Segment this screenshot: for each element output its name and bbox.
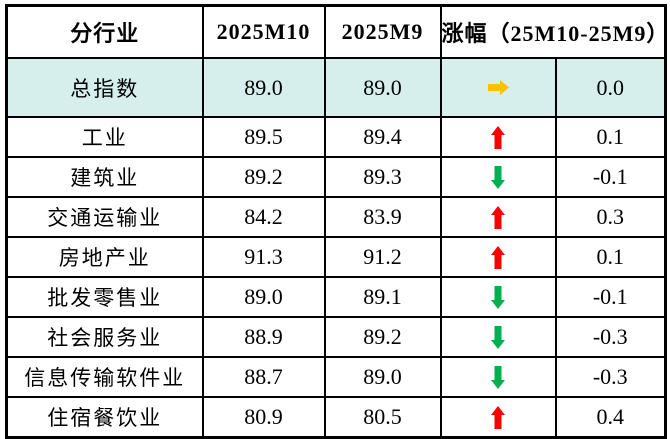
header-row: 分行业 2025M10 2025M9 涨幅（25M10-25M9） [5, 4, 667, 59]
row-label: 房地产业 [5, 236, 204, 278]
trend-arrow-cell [439, 316, 557, 358]
trend-arrow-cell [439, 236, 557, 278]
trend-arrow-cell [439, 156, 557, 198]
m9-value: 89.3 [323, 156, 442, 198]
row-label: 信息传输软件业 [5, 356, 204, 398]
row-label: 批发零售业 [5, 276, 204, 318]
m9-value: 89.1 [323, 276, 442, 318]
table-row-social-services: 社会服务业 88.9 89.2 -0.3 [5, 316, 667, 358]
change-value: 0.3 [554, 196, 667, 238]
change-value: -0.3 [554, 316, 667, 358]
col-header-2025m9: 2025M9 [323, 4, 442, 59]
trend-arrow-cell [439, 276, 557, 318]
m9-value: 89.0 [323, 356, 442, 398]
m10-value: 84.2 [201, 196, 326, 238]
up-arrow-icon [491, 205, 505, 229]
row-label: 交通运输业 [5, 196, 204, 238]
row-label: 工业 [5, 116, 204, 158]
m10-value: 89.0 [201, 57, 326, 118]
change-value: 0.1 [554, 236, 667, 278]
up-arrow-icon [491, 125, 505, 149]
table-row-construction: 建筑业 89.2 89.3 -0.1 [5, 156, 667, 198]
trend-arrow-cell [439, 396, 557, 439]
row-label: 总指数 [5, 57, 204, 118]
table-row-transportation: 交通运输业 84.2 83.9 0.3 [5, 196, 667, 238]
trend-arrow-cell [439, 57, 557, 118]
down-arrow-icon [491, 365, 505, 389]
change-value: -0.1 [554, 156, 667, 198]
m9-value: 83.9 [323, 196, 442, 238]
table-row-wholesale-retail: 批发零售业 89.0 89.1 -0.1 [5, 276, 667, 318]
up-arrow-icon [491, 245, 505, 269]
col-header-change: 涨幅（25M10-25M9） [439, 4, 667, 59]
change-value: 0.1 [554, 116, 667, 158]
m10-value: 89.0 [201, 276, 326, 318]
trend-arrow-cell [439, 116, 557, 158]
up-arrow-icon [491, 405, 505, 429]
row-label: 建筑业 [5, 156, 204, 198]
trend-arrow-cell [439, 356, 557, 398]
row-label: 住宿餐饮业 [5, 396, 204, 439]
industry-index-page: 分行业 2025M10 2025M9 涨幅（25M10-25M9） 总指数 89… [5, 4, 668, 439]
col-header-2025m10: 2025M10 [201, 4, 326, 59]
right-arrow-icon [487, 80, 509, 96]
m10-value: 88.9 [201, 316, 326, 358]
m9-value: 89.2 [323, 316, 442, 358]
m10-value: 80.9 [201, 396, 326, 439]
table-row-industry: 工业 89.5 89.4 0.1 [5, 116, 667, 158]
m9-value: 89.4 [323, 116, 442, 158]
down-arrow-icon [491, 165, 505, 189]
table-row-total-index: 总指数 89.0 89.0 0.0 [5, 57, 667, 118]
trend-arrow-cell [439, 196, 557, 238]
row-label: 社会服务业 [5, 316, 204, 358]
m10-value: 89.2 [201, 156, 326, 198]
industry-index-table: 分行业 2025M10 2025M9 涨幅（25M10-25M9） 总指数 89… [5, 4, 668, 439]
change-value: -0.3 [554, 356, 667, 398]
down-arrow-icon [491, 325, 505, 349]
change-value: 0.4 [554, 396, 667, 439]
down-arrow-icon [491, 285, 505, 309]
change-value: 0.0 [554, 57, 667, 118]
table-row-info-software: 信息传输软件业 88.7 89.0 -0.3 [5, 356, 667, 398]
m9-value: 80.5 [323, 396, 442, 439]
change-value: -0.1 [554, 276, 667, 318]
m10-value: 89.5 [201, 116, 326, 158]
table-row-real-estate: 房地产业 91.3 91.2 0.1 [5, 236, 667, 278]
m10-value: 91.3 [201, 236, 326, 278]
table-row-accommodation-catering: 住宿餐饮业 80.9 80.5 0.4 [5, 396, 667, 439]
table-body: 总指数 89.0 89.0 0.0 工业 89.5 89.4 [5, 57, 667, 439]
m9-value: 89.0 [323, 57, 442, 118]
m9-value: 91.2 [323, 236, 442, 278]
m10-value: 88.7 [201, 356, 326, 398]
table-header: 分行业 2025M10 2025M9 涨幅（25M10-25M9） [5, 4, 667, 59]
col-header-industry: 分行业 [5, 4, 204, 59]
